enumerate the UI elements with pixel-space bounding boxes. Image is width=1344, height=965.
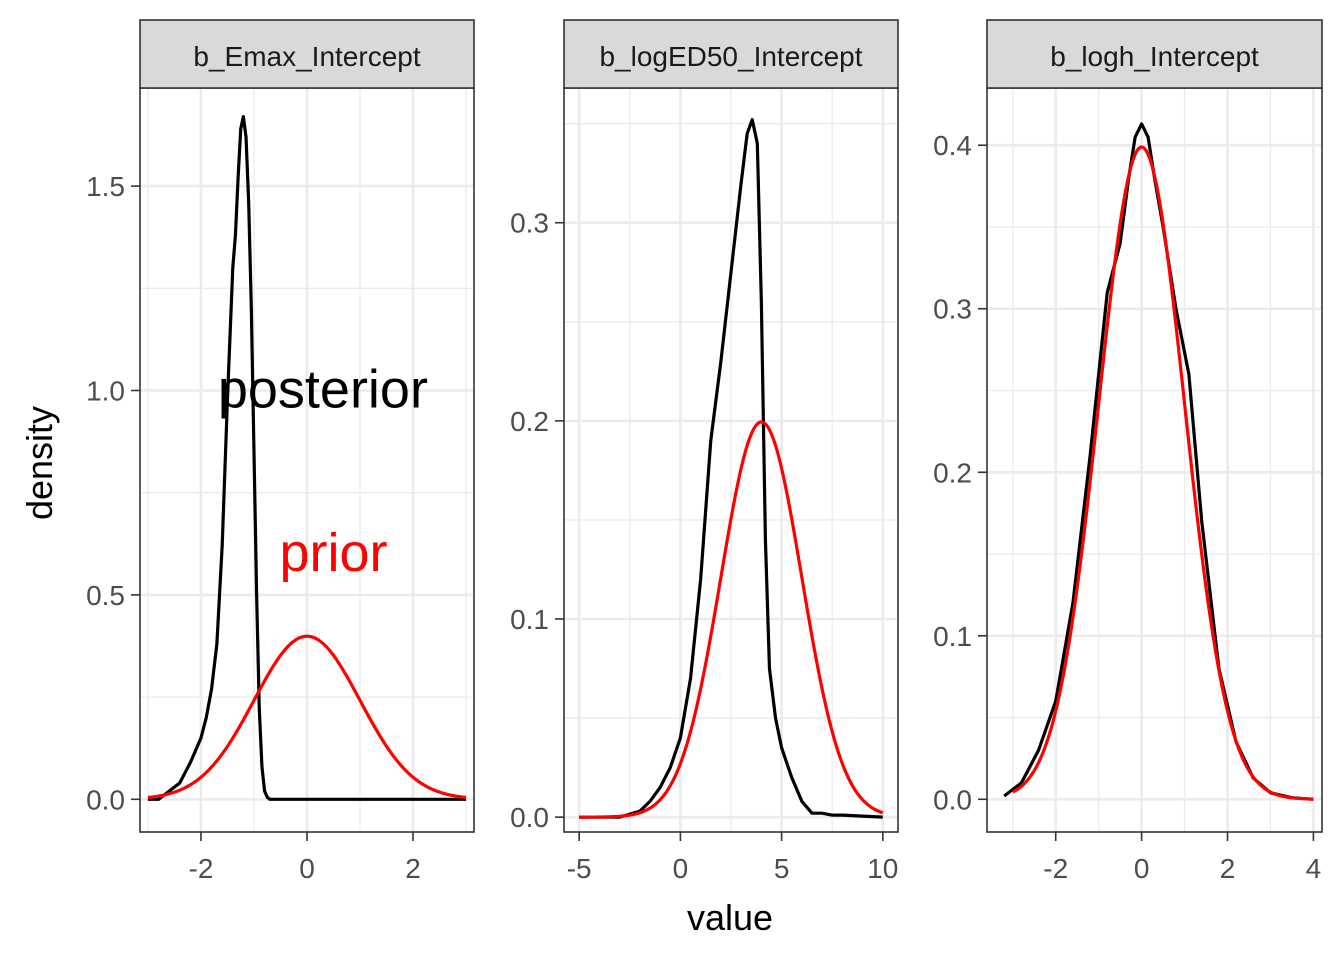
- x-tick-label: 0: [1134, 853, 1150, 884]
- annotation-posterior-label: posterior: [218, 360, 428, 420]
- panel-background: [987, 88, 1322, 832]
- facet-strip: [986, 19, 1323, 89]
- y-tick-label: 0.2: [510, 406, 549, 437]
- x-tick-label: 0: [673, 853, 689, 884]
- x-axis-label: value: [687, 897, 773, 938]
- y-tick-label: 0.4: [933, 130, 972, 161]
- x-tick-label: -2: [189, 853, 214, 884]
- facet-strip-title: b_logED50_Intercept: [599, 41, 862, 72]
- y-tick-label: 0.1: [510, 604, 549, 635]
- x-tick-label: 5: [774, 853, 790, 884]
- x-tick-label: 4: [1306, 853, 1322, 884]
- panel-0: b_Emax_Intercept -2 0 2 0.0 0.5 1.0 1.5: [86, 19, 475, 884]
- panel-1: b_logED50_Intercept -5 0 5 10 0.0 0.1 0.2 0.3: [510, 19, 899, 884]
- prior-density-line: [579, 420, 884, 819]
- annotation-prior-label: prior: [279, 523, 387, 583]
- y-tick-label: 0.3: [510, 208, 549, 239]
- y-tick-label: 0.1: [933, 621, 972, 652]
- y-tick-label: 0.0: [510, 802, 549, 833]
- prior-density-line: [147, 634, 467, 800]
- facet-strip-title: b_Emax_Intercept: [193, 41, 420, 72]
- x-tick-label: 2: [405, 853, 421, 884]
- posterior-density-line: [579, 118, 883, 819]
- facet-strip: [563, 19, 899, 89]
- y-tick-label: 0.0: [86, 784, 125, 815]
- x-tick-label: -2: [1043, 853, 1068, 884]
- y-tick-label: 0.5: [86, 580, 125, 611]
- facet-strip: [139, 19, 475, 89]
- x-tick-label: 2: [1220, 853, 1236, 884]
- x-tick-label: -5: [567, 853, 592, 884]
- facet-strip-title: b_logh_Intercept: [1050, 41, 1259, 72]
- y-tick-label: 0.0: [933, 784, 972, 815]
- y-tick-label: 0.2: [933, 457, 972, 488]
- x-tick-label: 10: [867, 853, 898, 884]
- posterior-density-line: [147, 115, 467, 801]
- prior-density-line: [1012, 145, 1314, 801]
- panel-2: b_logh_Intercept -2 0 2 4 0.0 0.1 0.2 0.3 0.4: [933, 19, 1323, 884]
- y-tick-label: 1.5: [86, 171, 125, 202]
- y-tick-label: 1.0: [86, 376, 125, 407]
- x-tick-label: 0: [299, 853, 315, 884]
- y-axis-label: density: [19, 406, 60, 520]
- y-tick-label: 0.3: [933, 294, 972, 325]
